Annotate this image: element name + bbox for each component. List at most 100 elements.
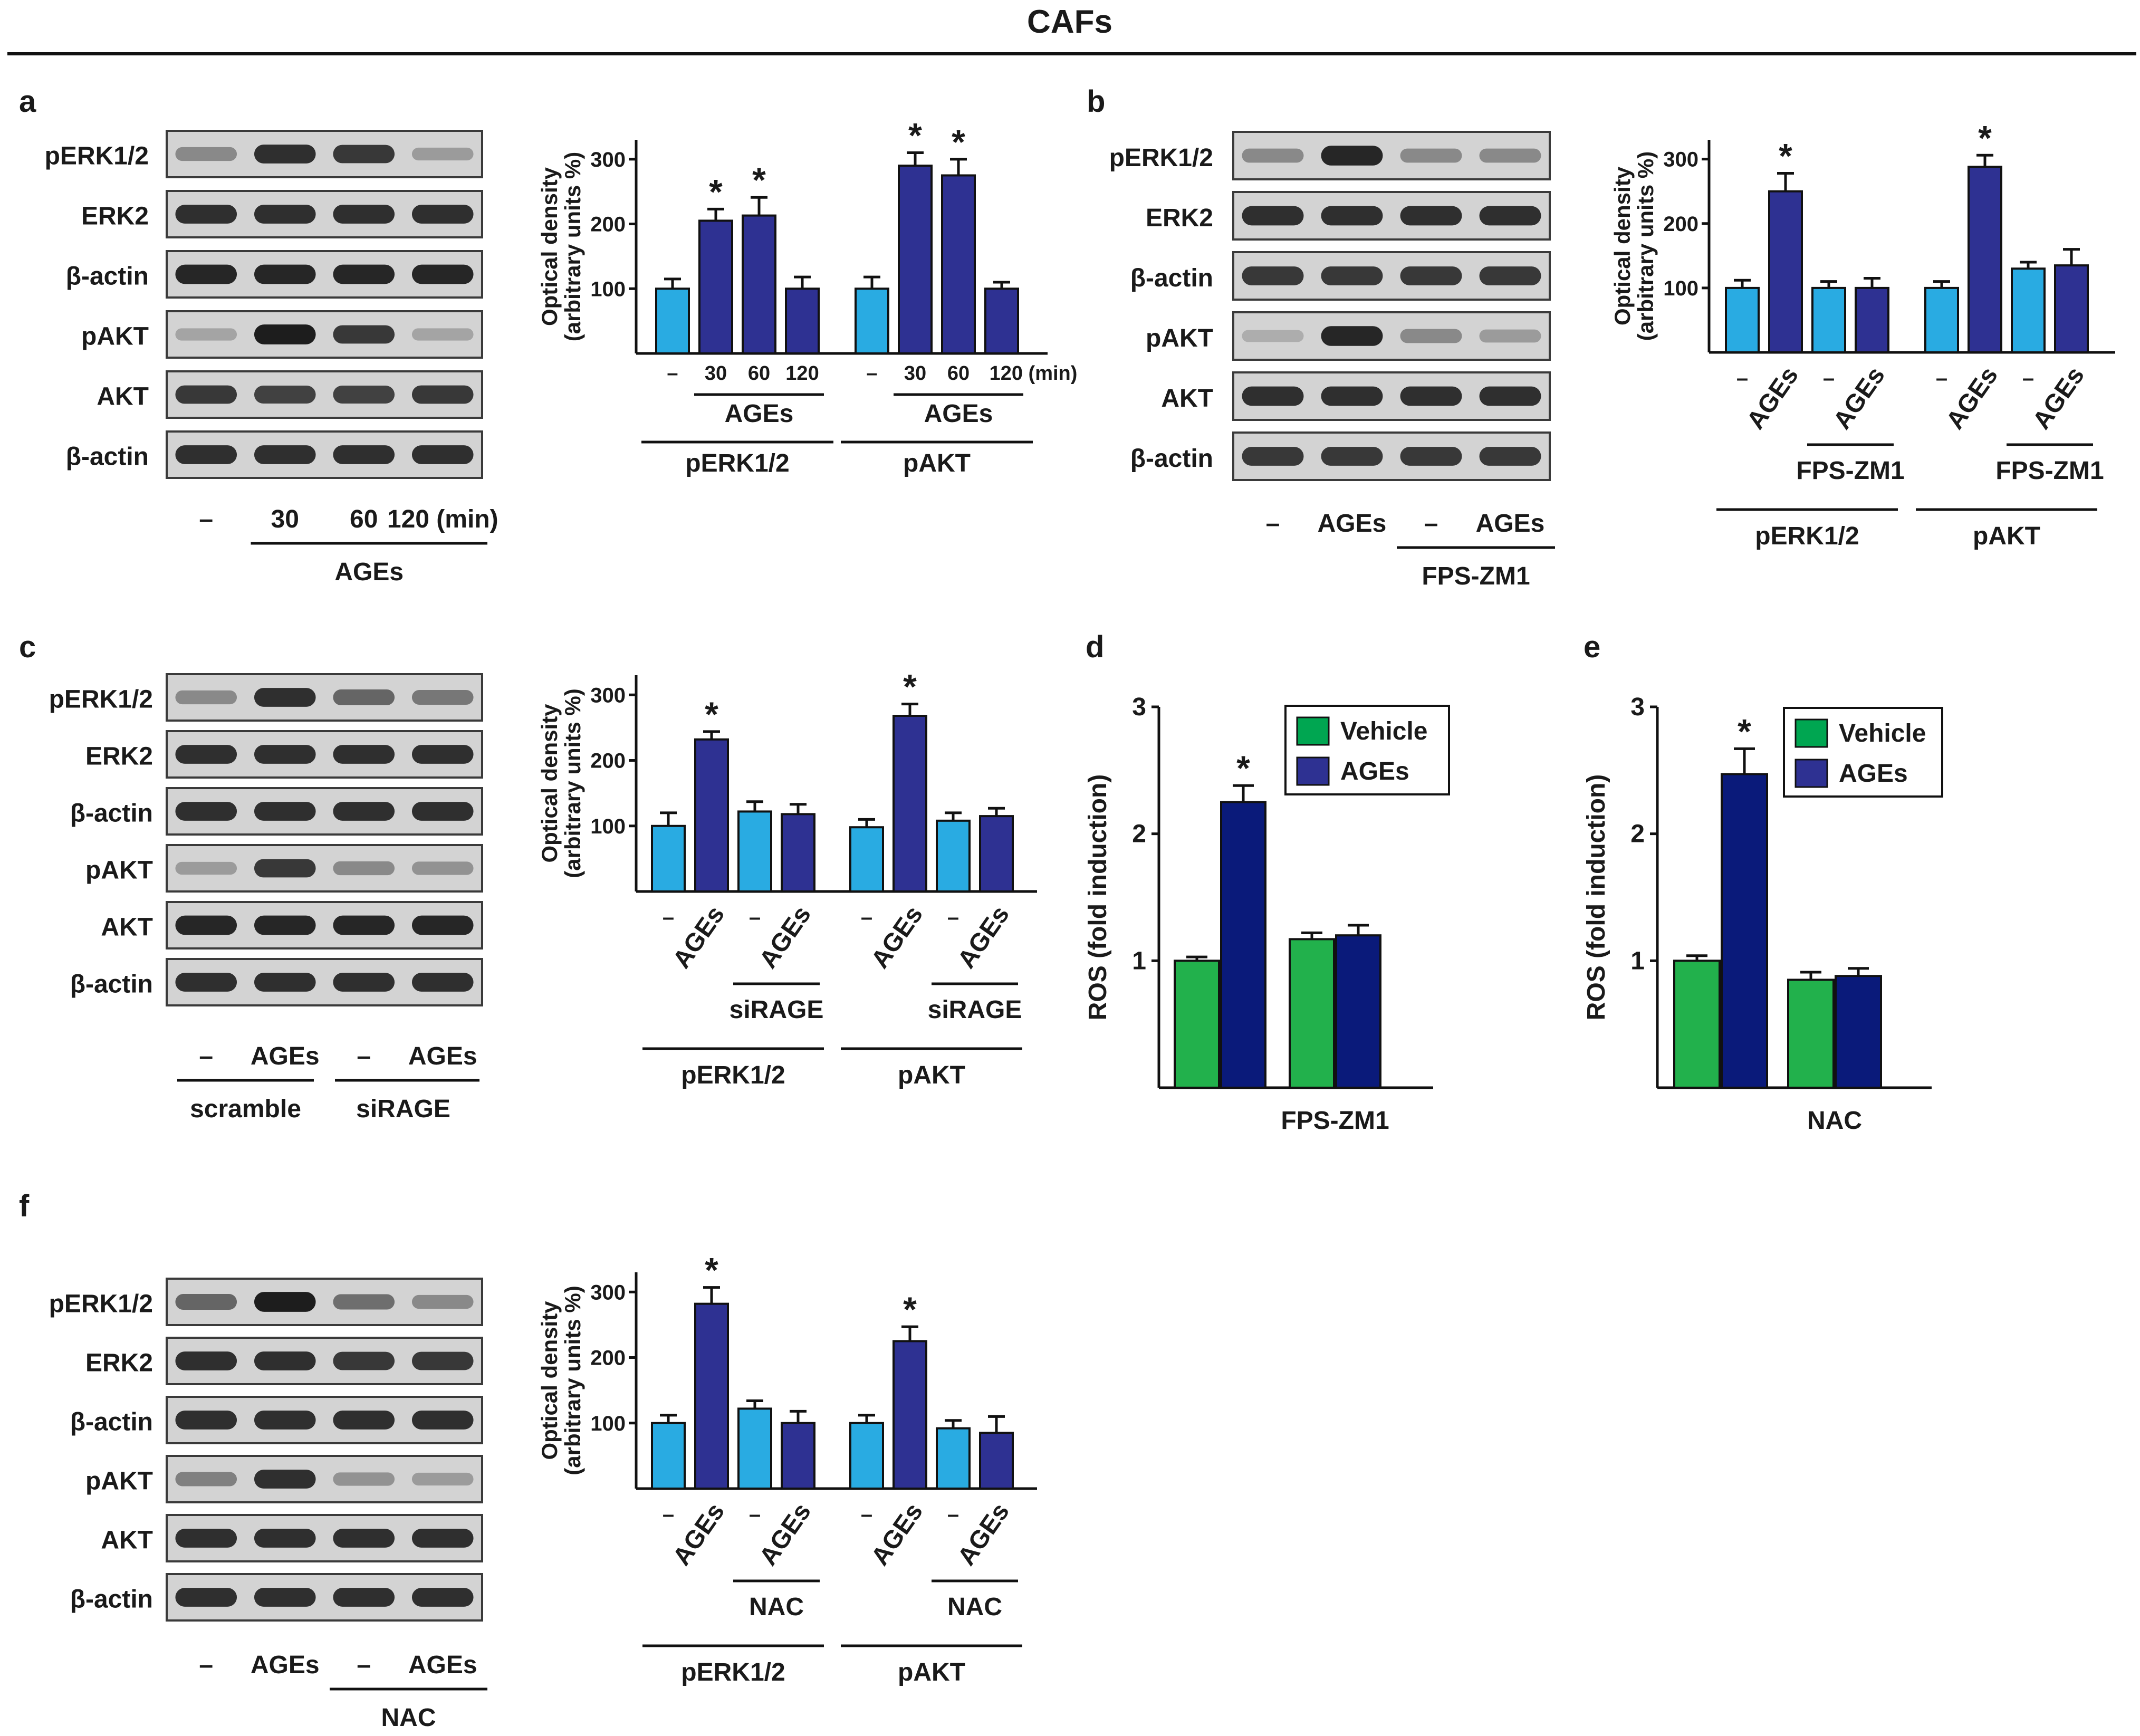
group-label: AGEs xyxy=(334,558,404,586)
significance-star: * xyxy=(1738,712,1751,751)
lane-label: – xyxy=(199,1651,213,1679)
x-tick-label: AGEs xyxy=(668,1498,730,1570)
y-axis-label: Optical density(arbitrary units %) xyxy=(537,1286,585,1475)
blot-band xyxy=(411,689,474,705)
y-axis-label-line: (arbitrary units %) xyxy=(560,1286,585,1475)
x-tick-label: – xyxy=(866,362,877,385)
y-axis-label-line: (arbitrary units %) xyxy=(560,688,585,878)
lane-label: AGEs xyxy=(251,1651,320,1679)
y-tick-label: 100 xyxy=(590,277,626,301)
bar xyxy=(1924,286,1959,353)
significance-star: * xyxy=(952,122,965,161)
blot-row-label: β-actin xyxy=(1130,445,1213,473)
blot-band xyxy=(333,205,395,224)
significance-star: * xyxy=(903,1290,917,1329)
significance-star: * xyxy=(705,1251,718,1290)
legend-swatch xyxy=(1794,759,1828,788)
blot-band xyxy=(1321,206,1383,226)
blot-band xyxy=(1242,266,1304,285)
blot-band xyxy=(333,445,395,464)
blot-band xyxy=(333,1472,395,1486)
blot-row-label: pERK1/2 xyxy=(49,1290,153,1318)
blot-band xyxy=(254,1411,316,1430)
group-label: pERK1/2 xyxy=(1755,522,1859,550)
blot-band xyxy=(411,445,474,464)
lane-label: – xyxy=(199,505,213,533)
blot-band xyxy=(175,328,237,341)
blot-band xyxy=(411,861,474,875)
blot-band xyxy=(1479,206,1541,226)
y-tick-label: 2 xyxy=(1132,820,1146,848)
y-axis-label: Optical density(arbitrary units %) xyxy=(1610,151,1658,341)
y-tick-label: 200 xyxy=(590,750,626,773)
y-axis-label: Optical density(arbitrary units %) xyxy=(537,152,585,341)
blot-row-label: β-actin xyxy=(70,1585,153,1613)
x-tick-label: 60 xyxy=(947,362,970,385)
legend-label: AGEs xyxy=(1839,760,1908,788)
x-tick-label: – xyxy=(1823,367,1835,390)
blot-band xyxy=(254,973,316,992)
bar xyxy=(694,738,729,893)
lane-label: AGEs xyxy=(1476,510,1545,538)
blot-band xyxy=(175,915,237,935)
blot-band xyxy=(411,147,474,161)
y-tick-label: 3 xyxy=(1132,693,1146,721)
group-label: NAC xyxy=(381,1704,436,1732)
y-axis-label-line: (arbitrary units %) xyxy=(560,152,585,341)
blot-band xyxy=(254,324,316,344)
blot-band xyxy=(411,1588,474,1607)
blot-band xyxy=(175,205,237,224)
legend-label: Vehicle xyxy=(1340,717,1427,745)
blot-band xyxy=(1400,148,1462,163)
y-tick-label: 200 xyxy=(590,213,626,236)
lane-label: AGEs xyxy=(408,1651,477,1679)
blot-band xyxy=(333,973,395,992)
blot-band xyxy=(254,915,316,935)
group-label: pAKT xyxy=(898,1658,965,1686)
blot-band xyxy=(333,689,395,706)
blot-row-label: ERK2 xyxy=(85,742,153,770)
blot-row-label: ERK2 xyxy=(1146,204,1213,232)
lane-label: AGEs xyxy=(251,1042,320,1070)
x-tick-label: – xyxy=(749,906,761,929)
blot-band xyxy=(1321,386,1383,406)
blot-band xyxy=(411,328,474,341)
group-label: pAKT xyxy=(898,1061,965,1089)
blot-row-label: pERK1/2 xyxy=(45,142,149,170)
panel-label-d: d xyxy=(1086,630,1104,664)
treatment-label: NAC xyxy=(749,1593,804,1621)
x-group-label: NAC xyxy=(1807,1107,1862,1135)
blot-band xyxy=(411,1411,474,1430)
blot-band xyxy=(175,802,237,821)
y-axis-label-line: (arbitrary units %) xyxy=(1633,151,1658,341)
treatment-label: siRAGE xyxy=(928,996,1022,1024)
bar xyxy=(2011,267,2046,353)
x-tick-label: – xyxy=(667,362,678,385)
blot-row-label: AKT xyxy=(97,382,149,410)
bar xyxy=(1811,286,1846,353)
blot-band xyxy=(411,745,474,764)
treatment-label: AGEs xyxy=(725,400,794,428)
y-axis-label: ROS (fold induction) xyxy=(1582,774,1610,1021)
blot-row-label: AKT xyxy=(101,1526,153,1554)
blot-band xyxy=(175,973,237,992)
group-label: pERK1/2 xyxy=(681,1658,785,1686)
bar xyxy=(2054,264,2089,353)
legend: Vehicle AGEs xyxy=(1783,707,1943,798)
x-tick-label: AGEs xyxy=(754,1498,817,1570)
bar xyxy=(651,1422,686,1490)
blot-row-label: pERK1/2 xyxy=(1109,144,1213,172)
x-tick-label: AGEs xyxy=(1828,362,1891,434)
blot-band xyxy=(1242,447,1304,466)
x-tick-label: AGEs xyxy=(953,1498,1015,1570)
y-tick-label: 300 xyxy=(1663,148,1698,171)
lane-label: 60 xyxy=(350,505,378,533)
blot-band xyxy=(254,145,316,164)
bar xyxy=(849,1422,884,1490)
legend: Vehicle AGEs xyxy=(1284,705,1450,795)
blot-band xyxy=(1479,266,1541,285)
blot-band xyxy=(175,445,237,464)
blot-band xyxy=(175,1472,237,1486)
